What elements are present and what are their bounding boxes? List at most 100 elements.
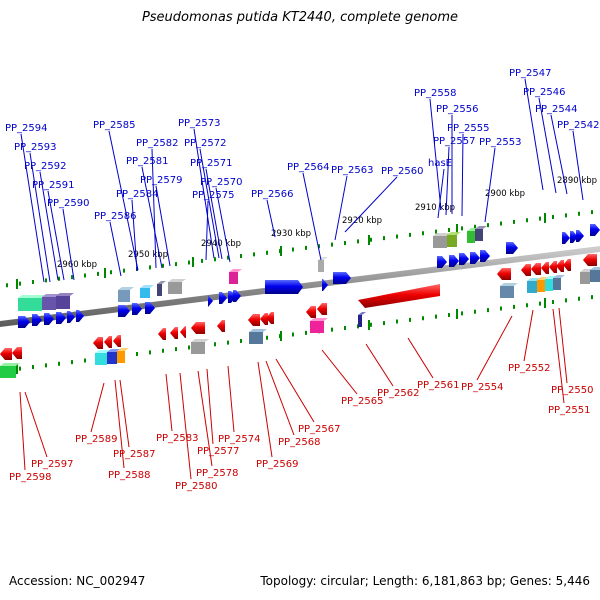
tick-dot <box>45 278 47 283</box>
tick-dot <box>71 360 73 365</box>
tick-dot <box>383 236 385 241</box>
tick-dot <box>409 317 411 322</box>
leader-line <box>141 166 163 269</box>
leader-line <box>197 370 213 467</box>
feature-block <box>433 236 447 248</box>
feature-block <box>553 278 561 290</box>
leader-line <box>24 391 48 458</box>
tick-dot <box>175 347 177 352</box>
leader-line <box>62 208 75 281</box>
tick-dot <box>461 311 463 316</box>
leader-line <box>550 114 568 195</box>
leader-line <box>193 128 215 259</box>
tick-dot <box>292 332 294 337</box>
major-tick <box>368 320 370 330</box>
forward-gene-arrow <box>208 295 213 307</box>
tick-dot <box>513 219 515 224</box>
reverse-gene-label: PP_2550 <box>551 385 594 396</box>
ruler-label: 2950 kbp <box>128 250 168 260</box>
feature-block-top <box>42 294 60 297</box>
feature-block <box>358 315 362 327</box>
forward-gene-arrow <box>437 256 447 268</box>
tick-dot <box>487 223 489 228</box>
reverse-gene-label: PP_2588 <box>108 470 151 481</box>
reverse-gene-arrow <box>248 314 260 326</box>
tick-dot <box>71 275 73 280</box>
tick-dot <box>84 273 86 278</box>
reverse-gene-label: PP_2597 <box>31 459 74 470</box>
reverse-gene-label: PP_2577 <box>197 446 240 457</box>
feature-block-top <box>447 232 461 235</box>
ruler-label: 2890 kbp <box>557 176 597 186</box>
leader-line <box>47 190 65 281</box>
forward-gene-arrow <box>233 290 241 302</box>
reverse-gene-arrow <box>170 327 178 339</box>
feature-block-top <box>157 281 166 284</box>
forward-gene-label: PP_2563 <box>331 165 374 176</box>
forward-gene-arrow <box>333 272 351 284</box>
reverse-gene-label: PP_2598 <box>9 472 52 483</box>
tick-dot <box>318 244 320 249</box>
forward-gene-label: PP_2591 <box>32 180 75 191</box>
tick-dot <box>331 242 333 247</box>
tick-dot <box>110 270 112 275</box>
leader-line <box>275 358 315 423</box>
tick-dot <box>344 241 346 245</box>
feature-block-top <box>318 257 328 260</box>
feature-block-top <box>433 233 451 236</box>
tick-dot <box>344 326 346 330</box>
reverse-gene-arrow <box>12 347 22 359</box>
gene-features <box>0 224 600 378</box>
leader-line <box>523 309 534 362</box>
forward-gene-label: PP_2544 <box>535 104 578 115</box>
leader-line <box>524 78 544 191</box>
leader-line <box>476 315 513 381</box>
leader-line <box>484 147 496 223</box>
forward-gene-arrow <box>145 302 155 314</box>
tick-dot <box>188 345 190 350</box>
feature-block <box>140 288 150 298</box>
feature-block <box>475 229 483 241</box>
feature-block-top <box>18 295 46 298</box>
reverse-gene-arrow <box>104 336 112 348</box>
feature-block <box>527 281 537 293</box>
tick-dot <box>448 228 450 232</box>
tick-dot <box>565 213 567 218</box>
forward-gene-arrow <box>56 312 66 324</box>
leader-line <box>558 307 568 384</box>
feature-block-top <box>56 293 74 296</box>
feature-block-top <box>310 318 328 321</box>
tick-dot <box>214 257 216 262</box>
forward-gene-arrow <box>470 252 480 264</box>
forward-gene-label: PP_2564 <box>287 162 330 173</box>
genome-summary-text: Topology: circular; Length: 6,181,863 bp… <box>260 574 590 588</box>
forward-gene-label: PP_2572 <box>184 138 227 149</box>
tick-dot <box>123 268 125 273</box>
feature-block-top <box>590 267 600 270</box>
leader-line <box>109 221 122 277</box>
feature-block <box>545 279 553 291</box>
reverse-gene-label: PP_2587 <box>113 449 156 460</box>
tick-dot <box>591 295 593 300</box>
tick-dot <box>487 308 489 313</box>
tick-dot <box>266 250 268 255</box>
forward-gene-label: PP_2575 <box>192 190 235 201</box>
leader-line <box>179 372 192 480</box>
feature-block <box>117 351 125 363</box>
leader-line <box>227 365 235 433</box>
feature-block <box>229 272 238 284</box>
tick-dot <box>370 237 372 242</box>
leader-line <box>20 133 45 283</box>
forward-gene-label: PP_2560 <box>381 166 424 177</box>
forward-gene-arrow <box>67 311 75 323</box>
leader-line <box>215 187 231 263</box>
tick-dot <box>32 280 34 284</box>
leader-line <box>407 337 434 379</box>
forward-gene-arrow <box>132 303 142 315</box>
feature-block <box>447 235 457 247</box>
tick-dot <box>6 283 8 288</box>
major-tick <box>16 364 18 374</box>
reverse-gene-arrow <box>266 312 274 324</box>
forward-gene-arrow <box>228 291 236 303</box>
